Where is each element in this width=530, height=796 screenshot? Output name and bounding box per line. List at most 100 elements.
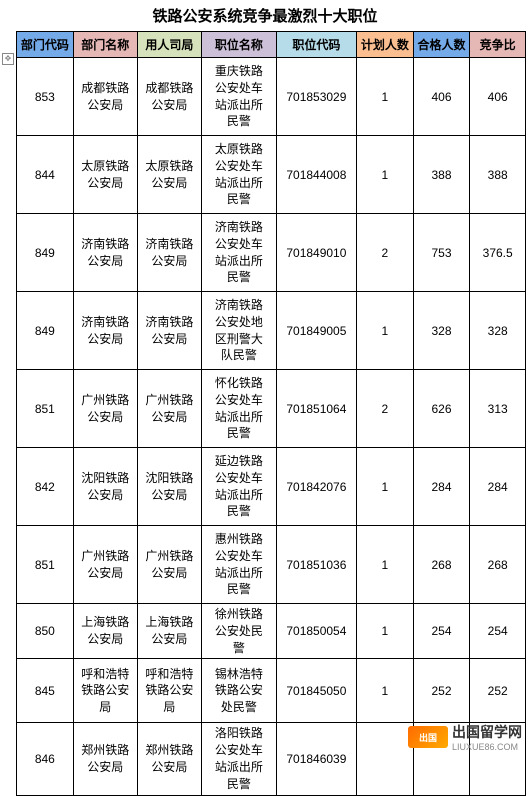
table-cell: 2 (356, 370, 413, 448)
table-cell: 1 (356, 448, 413, 526)
table-row: 850上海铁路公安局上海铁路公安局徐州铁路公安处民警70185005412542… (17, 604, 526, 659)
table-cell: 惠州铁路公安处车站派出所民警 (201, 526, 276, 604)
table-cell: 254 (470, 604, 526, 659)
table-cell: 1 (356, 58, 413, 136)
table-cell: 呼和浩特铁路公安局 (73, 659, 137, 723)
table-cell: 1 (356, 136, 413, 214)
table-cell: 济南铁路公安局 (73, 292, 137, 370)
table-cell: 701845050 (276, 659, 356, 723)
column-header: 竞争比 (470, 32, 526, 58)
table-cell: 上海铁路公安局 (73, 604, 137, 659)
table-cell (356, 723, 413, 795)
table-cell: 沈阳铁路公安局 (137, 448, 201, 526)
watermark-sub: LIUXUE86.COM (452, 742, 522, 752)
table-cell: 1 (356, 604, 413, 659)
table-cell: 太原铁路公安局 (73, 136, 137, 214)
table-cell: 洛阳铁路公安处车站派出所民警 (201, 723, 276, 795)
table-cell: 701849005 (276, 292, 356, 370)
table-cell: 753 (413, 214, 470, 292)
table-row: 849济南铁路公安局济南铁路公安局济南铁路公安处车站派出所民警701849010… (17, 214, 526, 292)
table-cell: 郑州铁路公安局 (137, 723, 201, 795)
table-cell: 济南铁路公安局 (137, 292, 201, 370)
table-cell: 842 (17, 448, 74, 526)
table-row: 844太原铁路公安局太原铁路公安局太原铁路公安处车站派出所民警701844008… (17, 136, 526, 214)
table-cell: 701844008 (276, 136, 356, 214)
table-cell: 沈阳铁路公安局 (73, 448, 137, 526)
table-cell: 376.5 (470, 214, 526, 292)
table-row: 851广州铁路公安局广州铁路公安局惠州铁路公安处车站派出所民警701851036… (17, 526, 526, 604)
watermark: 出国 出国留学网 LIUXUE86.COM (408, 722, 522, 752)
column-header: 部门名称 (73, 32, 137, 58)
table-cell: 太原铁路公安局 (137, 136, 201, 214)
table-cell: 626 (413, 370, 470, 448)
table-container: ✥ 部门代码部门名称用人司局职位名称职位代码计划人数合格人数竞争比 853成都铁… (0, 31, 530, 796)
table-cell: 701850054 (276, 604, 356, 659)
column-header: 用人司局 (137, 32, 201, 58)
page-title: 铁路公安系统竞争最激烈十大职位 (0, 0, 530, 31)
table-cell: 广州铁路公安局 (73, 526, 137, 604)
table-cell: 388 (470, 136, 526, 214)
table-cell: 328 (470, 292, 526, 370)
table-cell: 济南铁路公安局 (73, 214, 137, 292)
table-cell: 徐州铁路公安处民警 (201, 604, 276, 659)
table-cell: 406 (470, 58, 526, 136)
table-cell: 284 (413, 448, 470, 526)
watermark-text: 出国留学网 LIUXUE86.COM (452, 722, 522, 752)
table-cell: 252 (470, 659, 526, 723)
table-cell: 怀化铁路公安处车站派出所民警 (201, 370, 276, 448)
column-header: 职位代码 (276, 32, 356, 58)
table-cell: 701853029 (276, 58, 356, 136)
table-cell: 268 (470, 526, 526, 604)
table-cell: 388 (413, 136, 470, 214)
table-row: 851广州铁路公安局广州铁路公安局怀化铁路公安处车站派出所民警701851064… (17, 370, 526, 448)
table-cell: 845 (17, 659, 74, 723)
table-cell: 701842076 (276, 448, 356, 526)
table-row: 842沈阳铁路公安局沈阳铁路公安局延边铁路公安处车站派出所民警701842076… (17, 448, 526, 526)
table-cell: 701851036 (276, 526, 356, 604)
column-header: 计划人数 (356, 32, 413, 58)
table-cell: 济南铁路公安局 (137, 214, 201, 292)
table-cell: 406 (413, 58, 470, 136)
table-cell: 广州铁路公安局 (137, 370, 201, 448)
table-cell: 上海铁路公安局 (137, 604, 201, 659)
table-row: 853成都铁路公安局成都铁路公安局重庆铁路公安处车站派出所民警701853029… (17, 58, 526, 136)
table-cell: 太原铁路公安处车站派出所民警 (201, 136, 276, 214)
table-cell: 284 (470, 448, 526, 526)
table-cell: 1 (356, 659, 413, 723)
table-cell: 853 (17, 58, 74, 136)
table-row: 845呼和浩特铁路公安局呼和浩特铁路公安局锡林浩特铁路公安处民警70184505… (17, 659, 526, 723)
table-cell: 1 (356, 526, 413, 604)
data-table: 部门代码部门名称用人司局职位名称职位代码计划人数合格人数竞争比 853成都铁路公… (16, 31, 526, 796)
table-cell: 701846039 (276, 723, 356, 795)
table-cell: 851 (17, 370, 74, 448)
table-cell: 重庆铁路公安处车站派出所民警 (201, 58, 276, 136)
move-handle-icon: ✥ (2, 53, 14, 65)
table-cell: 郑州铁路公安局 (73, 723, 137, 795)
table-cell: 1 (356, 292, 413, 370)
table-cell: 252 (413, 659, 470, 723)
table-cell: 850 (17, 604, 74, 659)
watermark-main: 出国留学网 (452, 722, 522, 742)
table-cell: 成都铁路公安局 (137, 58, 201, 136)
table-cell: 2 (356, 214, 413, 292)
table-cell: 延边铁路公安处车站派出所民警 (201, 448, 276, 526)
column-header: 职位名称 (201, 32, 276, 58)
table-cell: 呼和浩特铁路公安局 (137, 659, 201, 723)
table-cell: 锡林浩特铁路公安处民警 (201, 659, 276, 723)
watermark-icon: 出国 (408, 726, 448, 748)
table-cell: 济南铁路公安处车站派出所民警 (201, 214, 276, 292)
table-cell: 846 (17, 723, 74, 795)
table-cell: 济南铁路公安处地区刑警大队民警 (201, 292, 276, 370)
table-header-row: 部门代码部门名称用人司局职位名称职位代码计划人数合格人数竞争比 (17, 32, 526, 58)
table-cell: 849 (17, 292, 74, 370)
table-cell: 广州铁路公安局 (137, 526, 201, 604)
table-cell: 268 (413, 526, 470, 604)
table-cell: 成都铁路公安局 (73, 58, 137, 136)
table-cell: 254 (413, 604, 470, 659)
column-header: 合格人数 (413, 32, 470, 58)
column-header: 部门代码 (17, 32, 74, 58)
table-row: 849济南铁路公安局济南铁路公安局济南铁路公安处地区刑警大队民警70184900… (17, 292, 526, 370)
table-cell: 849 (17, 214, 74, 292)
table-cell: 851 (17, 526, 74, 604)
table-cell: 313 (470, 370, 526, 448)
